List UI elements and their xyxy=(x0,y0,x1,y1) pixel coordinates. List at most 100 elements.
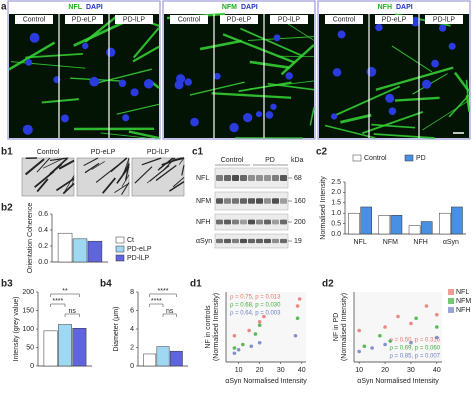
blot-band xyxy=(272,219,279,225)
streak xyxy=(95,165,119,183)
streak xyxy=(24,158,45,176)
fiber xyxy=(8,41,56,71)
panel-label: b4 xyxy=(100,279,112,290)
legend-label: NFL xyxy=(456,289,469,296)
bar xyxy=(72,328,87,367)
nucleus xyxy=(448,42,456,50)
legend-swatch xyxy=(115,236,125,244)
point xyxy=(435,335,439,340)
blot-band xyxy=(224,219,231,225)
bar xyxy=(143,353,157,367)
column-label-bg xyxy=(270,15,308,24)
y-tick-label: 0 xyxy=(30,363,34,370)
streak xyxy=(158,157,175,170)
bar xyxy=(87,240,103,263)
streak xyxy=(49,157,68,175)
point xyxy=(435,312,439,317)
y-tick-label: 0.0 xyxy=(38,259,48,266)
point xyxy=(295,304,300,308)
panel-label: d1 xyxy=(190,279,202,290)
point xyxy=(414,316,418,321)
fiber xyxy=(324,124,376,139)
point xyxy=(232,346,237,350)
legend-label: PD-eLP xyxy=(127,246,152,253)
nucleus xyxy=(229,122,239,133)
nucleus xyxy=(385,93,395,103)
y-tick-label: 8 xyxy=(130,289,134,296)
marker-label: 200 xyxy=(294,219,306,226)
column-label-bg xyxy=(65,15,103,24)
point xyxy=(383,342,387,347)
legend-swatch xyxy=(448,307,454,313)
blot-band xyxy=(256,219,263,225)
fiber xyxy=(453,71,470,93)
blot-band xyxy=(280,219,287,225)
y-tick-label: 1.5 xyxy=(331,200,341,207)
nucleus xyxy=(190,117,199,127)
fiber xyxy=(116,103,160,115)
blot-band xyxy=(224,175,231,181)
group-frame xyxy=(162,0,316,140)
point xyxy=(409,321,413,326)
column-label: PD-lLP xyxy=(147,149,170,156)
column-label-bg xyxy=(170,15,208,24)
nucleus xyxy=(431,59,439,68)
bar xyxy=(439,212,451,235)
y-tick-label: 0.5 xyxy=(331,220,341,227)
bar xyxy=(169,350,183,367)
nucleus xyxy=(60,114,69,123)
sig-bracket xyxy=(64,313,80,317)
x-tick-label: 10 xyxy=(355,367,363,374)
streak xyxy=(178,157,185,165)
column-label-bg xyxy=(15,15,53,24)
streak xyxy=(116,166,130,184)
nucleus xyxy=(118,79,127,88)
y-axis-label: (Normalised Intensity) xyxy=(213,293,220,361)
group-stain: DAPI xyxy=(241,4,258,11)
streak xyxy=(62,182,75,195)
blot-band xyxy=(264,219,271,225)
panel-label: a xyxy=(1,2,7,13)
y-tick-label: 0.6 xyxy=(38,211,48,218)
blot-band xyxy=(264,238,271,244)
group-title: NFL xyxy=(68,4,82,11)
stats-label: ρ = 0.69, p = 0.060 xyxy=(390,346,441,352)
point xyxy=(378,333,382,338)
bar xyxy=(156,346,170,367)
stats-label: ρ = 0.64, p = 0.003 xyxy=(230,311,281,317)
nucleus xyxy=(106,47,116,57)
sig-bracket xyxy=(50,303,66,307)
streak xyxy=(121,174,130,187)
blot-row-label: NFM xyxy=(196,198,211,205)
sig-label: ns xyxy=(68,308,76,315)
point xyxy=(241,342,245,347)
x-axis-label: αSyn Normalised Intensity xyxy=(225,378,307,385)
x-tick-label: 30 xyxy=(407,367,415,374)
nucleus xyxy=(270,103,277,110)
streak xyxy=(102,177,117,194)
nucleus xyxy=(422,79,432,89)
blot-band xyxy=(224,198,231,204)
fiber xyxy=(373,133,435,139)
blot-band xyxy=(232,175,239,181)
streak xyxy=(121,182,130,195)
fiber xyxy=(211,92,292,99)
bar xyxy=(420,221,433,235)
point xyxy=(396,314,400,319)
y-tick-label: 200 xyxy=(22,289,34,296)
blot-band xyxy=(240,238,247,244)
legend-label: PD-lLP xyxy=(127,255,150,262)
y-tick-label: 6 xyxy=(130,307,134,314)
marker-label: 160 xyxy=(294,198,306,205)
blot-row-label: NFL xyxy=(196,175,209,182)
point xyxy=(357,328,361,333)
blot-band xyxy=(232,238,239,244)
fiber xyxy=(361,111,424,135)
column-label-bg xyxy=(220,15,258,24)
nucleus xyxy=(337,30,346,39)
x-tick-label: 40 xyxy=(298,367,306,374)
nucleus xyxy=(438,24,447,32)
y-tick-label: 100 xyxy=(22,326,34,333)
stats-label: ρ = 0.85, p = 0.007 xyxy=(390,354,441,360)
x-tick-label: NFL xyxy=(354,239,367,246)
